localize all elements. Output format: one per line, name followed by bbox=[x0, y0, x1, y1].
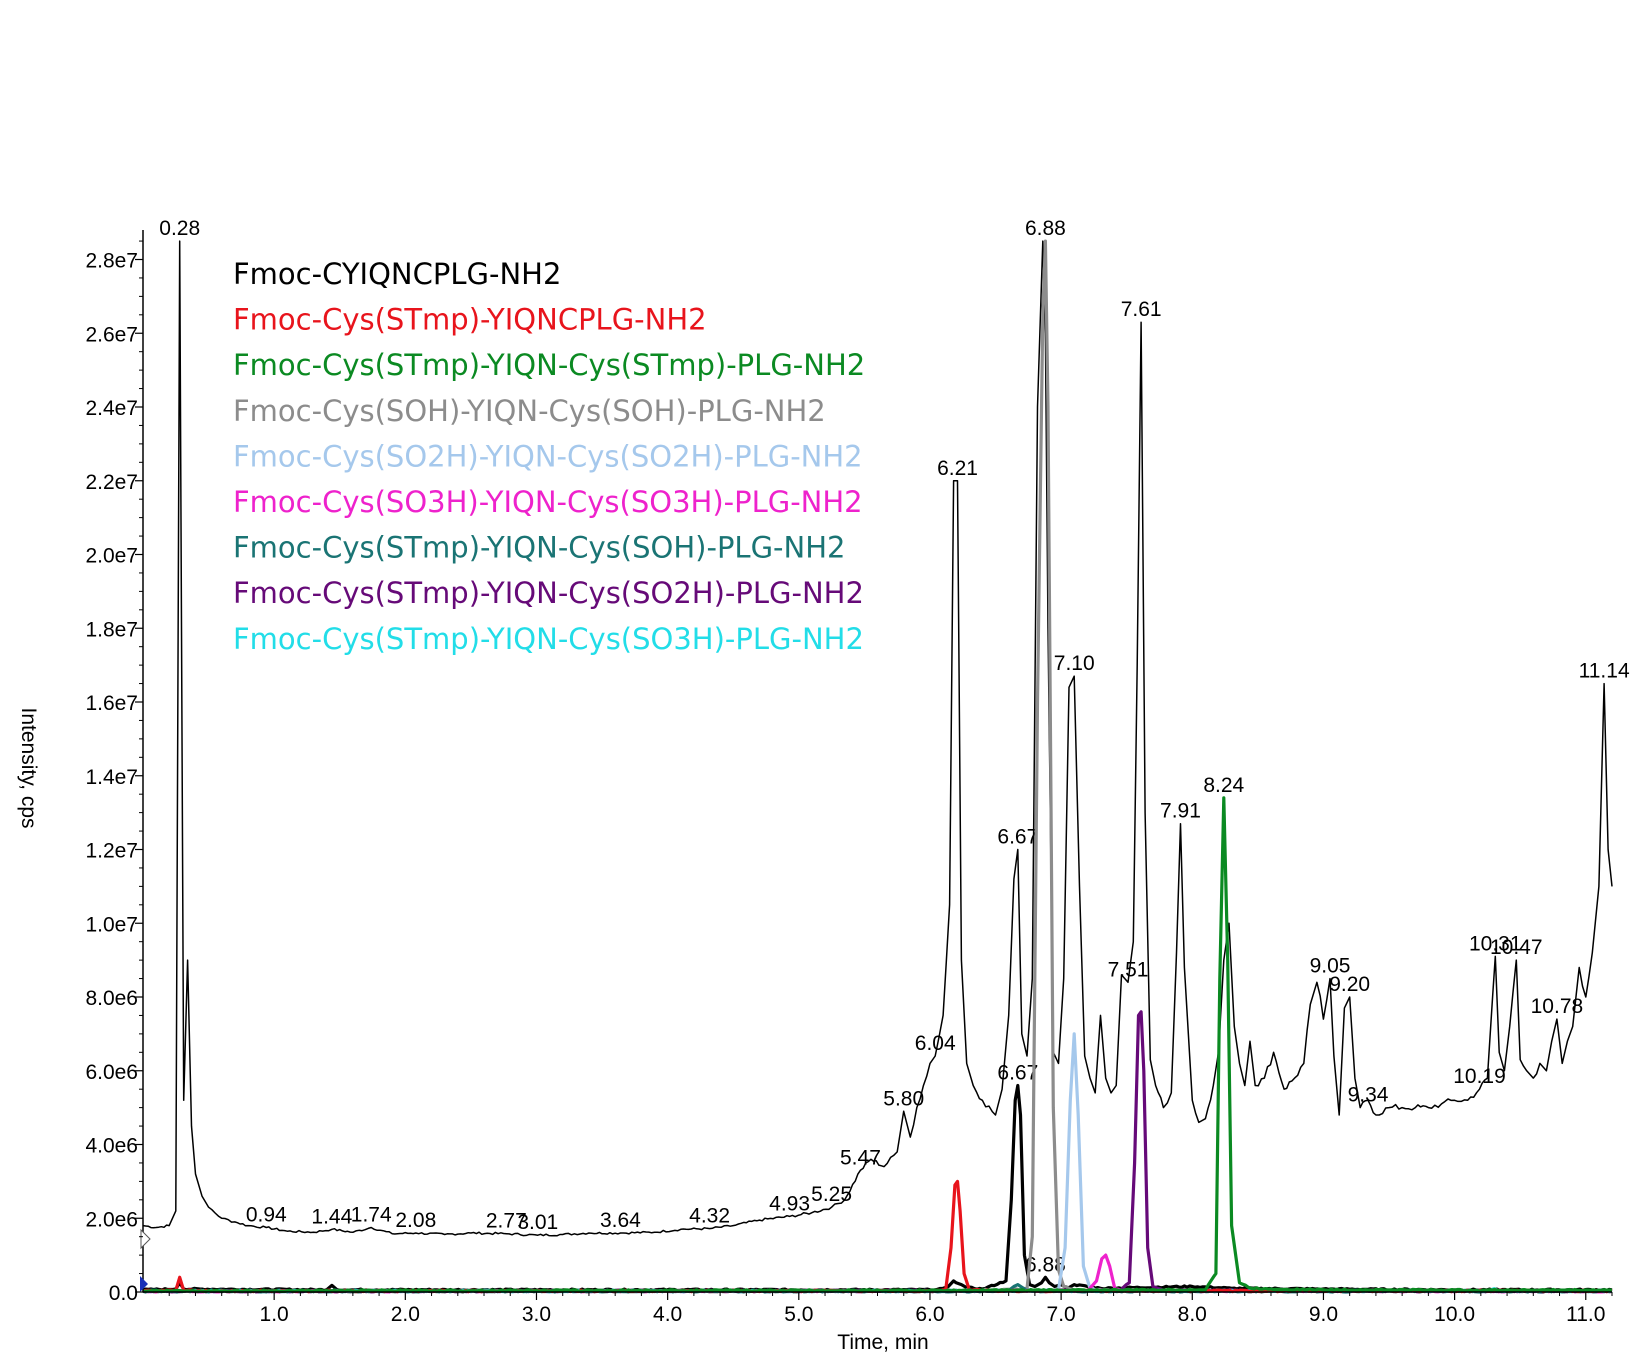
series-line bbox=[142, 796, 1613, 1294]
x-tick-label: 10.0 bbox=[1434, 1303, 1475, 1326]
legend-entry: Fmoc-Cys(SO2H)-YIQN-Cys(SO2H)-PLG-NH2 bbox=[233, 439, 863, 473]
y-tick-label: 8.0e6 bbox=[85, 987, 138, 1010]
x-start-marker-icon bbox=[140, 1276, 148, 1292]
y-tick-label: 2.0e7 bbox=[85, 545, 138, 568]
series-line bbox=[142, 240, 1613, 1237]
peak-label: 7.91 bbox=[1160, 800, 1201, 823]
peak-label: 11.14 bbox=[1579, 660, 1630, 683]
series-line bbox=[142, 1179, 1613, 1294]
peak-label: 5.25 bbox=[811, 1183, 852, 1206]
peak-label: 8.24 bbox=[1203, 774, 1244, 797]
y-tick-label: 1.6e7 bbox=[85, 692, 138, 715]
peak-label: 5.47 bbox=[840, 1146, 881, 1169]
y-ticks: 0.0 2.0e6 4.0e6 6.0e6 8.0e6 1.0e7 1.2e7 1.4e7 1.… bbox=[85, 240, 143, 1305]
legend: Fmoc-CYIQNCPLG-NH2 Fmoc-Cys(STmp)-YIQNCPL… bbox=[233, 257, 865, 656]
x-tick-label: 11.0 bbox=[1566, 1303, 1605, 1326]
x-axis-title: Time, min bbox=[837, 1331, 928, 1354]
peak-label: 1.44 bbox=[311, 1205, 352, 1228]
legend-entry: Fmoc-Cys(STmp)-YIQN-Cys(SOH)-PLG-NH2 bbox=[233, 531, 845, 565]
y-tick-label: 2.8e7 bbox=[85, 250, 138, 273]
x-tick-label: 1.0 bbox=[260, 1303, 289, 1326]
y-tick-label: 2.2e7 bbox=[85, 471, 138, 494]
y-tick-label: 1.8e7 bbox=[85, 618, 138, 641]
legend-entry: Fmoc-CYIQNCPLG-NH2 bbox=[233, 257, 561, 291]
peak-label: 6.67 bbox=[997, 826, 1038, 849]
legend-entry: Fmoc-Cys(SO3H)-YIQN-Cys(SO3H)-PLG-NH2 bbox=[233, 485, 863, 519]
peak-label: 10.31 bbox=[1469, 932, 1522, 955]
peak-label: 1.74 bbox=[351, 1203, 392, 1226]
x-ticks: 1.0 2.0 3.0 4.0 5.0 6.0 7.0 8.0 9.0 10.0 11.0 bbox=[168, 1292, 1613, 1326]
peak-label: 0.94 bbox=[246, 1203, 287, 1226]
axes bbox=[140, 230, 1612, 1293]
x-tick-label: 9.0 bbox=[1309, 1303, 1338, 1326]
peak-label: 2.08 bbox=[395, 1209, 436, 1232]
peak-label: 6.88 bbox=[1025, 1253, 1066, 1276]
peak-label: 6.04 bbox=[915, 1032, 956, 1055]
y-tick-label: 0.0 bbox=[109, 1282, 138, 1305]
peak-label: 0.28 bbox=[159, 217, 200, 240]
peak-label: 6.88 bbox=[1025, 217, 1066, 240]
x-tick-label: 8.0 bbox=[1178, 1303, 1207, 1326]
x-tick-label: 7.0 bbox=[1047, 1303, 1076, 1326]
x-tick-label: 6.0 bbox=[915, 1303, 944, 1326]
peak-label: 4.93 bbox=[769, 1192, 810, 1215]
peak-label: 9.05 bbox=[1310, 955, 1351, 978]
legend-entry: Fmoc-Cys(STmp)-YIQN-Cys(SO2H)-PLG-NH2 bbox=[233, 576, 864, 610]
y-axis-title: Intensity, cps bbox=[17, 708, 40, 829]
legend-entry: Fmoc-Cys(STmp)-YIQN-Cys(STmp)-PLG-NH2 bbox=[233, 348, 865, 382]
y-tick-label: 2.0e6 bbox=[85, 1208, 138, 1231]
peak-label: 2.77 bbox=[486, 1210, 527, 1233]
peak-label: 9.20 bbox=[1329, 973, 1370, 996]
legend-entry: Fmoc-Cys(STmp)-YIQN-Cys(SO3H)-PLG-NH2 bbox=[233, 622, 864, 656]
peak-label: 10.78 bbox=[1531, 995, 1584, 1018]
series-line bbox=[142, 1083, 1613, 1293]
peak-label: 6.21 bbox=[937, 457, 978, 480]
y-tick-label: 4.0e6 bbox=[85, 1135, 138, 1158]
peak-label: 4.32 bbox=[689, 1205, 730, 1228]
y-tick-label: 6.0e6 bbox=[85, 1061, 138, 1084]
y-tick-label: 1.0e7 bbox=[85, 913, 138, 936]
peak-label: 3.01 bbox=[517, 1211, 558, 1234]
x-tick-label: 2.0 bbox=[391, 1303, 420, 1326]
peak-label: 9.34 bbox=[1348, 1084, 1389, 1107]
y-tick-label: 2.6e7 bbox=[85, 323, 138, 346]
peak-label: 6.67 bbox=[997, 1062, 1038, 1085]
y-tick-label: 1.4e7 bbox=[85, 766, 138, 789]
x-tick-label: 3.0 bbox=[522, 1303, 551, 1326]
peak-label: 7.51 bbox=[1108, 958, 1149, 981]
peak-label: 7.61 bbox=[1121, 298, 1162, 321]
peak-label: 7.10 bbox=[1054, 652, 1095, 675]
series-line bbox=[142, 1253, 1613, 1294]
y-tick-label: 1.2e7 bbox=[85, 840, 138, 863]
peak-labels: 0.28 0.94 1.441.74 2.08 2.773.01 3.64 4.32 4.93… bbox=[159, 217, 1630, 1276]
x-tick-label: 4.0 bbox=[653, 1303, 682, 1326]
peak-label: 3.64 bbox=[600, 1209, 641, 1232]
peak-label: 5.80 bbox=[883, 1087, 924, 1110]
x-tick-label: 5.0 bbox=[784, 1303, 813, 1326]
legend-entry: Fmoc-Cys(SOH)-YIQN-Cys(SOH)-PLG-NH2 bbox=[233, 394, 826, 428]
legend-entry: Fmoc-Cys(STmp)-YIQNCPLG-NH2 bbox=[233, 303, 707, 337]
y-tick-label: 2.4e7 bbox=[85, 397, 138, 420]
baseline-marker-icon bbox=[140, 1228, 151, 1250]
peak-label: 10.19 bbox=[1453, 1065, 1506, 1088]
peak-label: 10.47 bbox=[1490, 936, 1543, 959]
